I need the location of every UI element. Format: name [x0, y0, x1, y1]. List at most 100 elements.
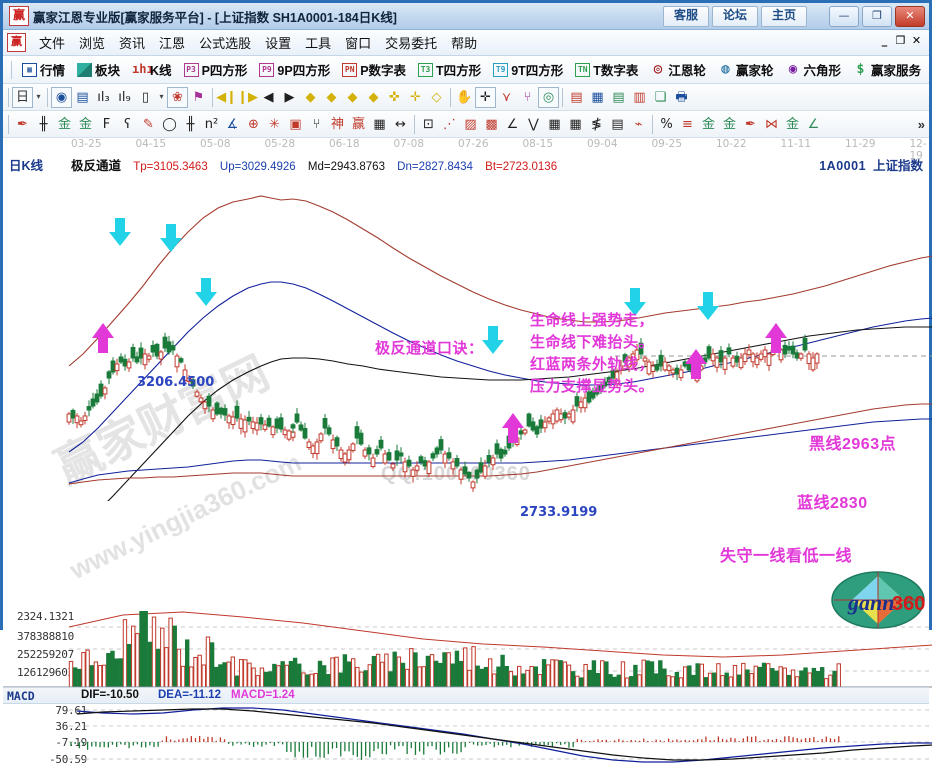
- gann-tool-icon[interactable]: ❀: [167, 86, 188, 108]
- report-icon[interactable]: ▤: [76, 89, 89, 105]
- nav-item-pn-table[interactable]: PN P数字表: [336, 60, 412, 79]
- nav-item-blocks[interactable]: ▚板块: [71, 60, 126, 79]
- overlay-icon[interactable]: ◉: [51, 86, 72, 108]
- nav-item-p9-square[interactable]: P9 9P四方形: [253, 60, 336, 79]
- brain-icon[interactable]: ◎: [538, 86, 559, 108]
- forum-button[interactable]: 论坛: [712, 6, 758, 27]
- ying-icon[interactable]: 赢: [351, 116, 365, 132]
- maximize-button[interactable]: ❐: [862, 6, 892, 27]
- calculator-icon[interactable]: ▦: [591, 89, 604, 105]
- period-select-icon[interactable]: 日: [12, 86, 33, 108]
- target-circle-icon[interactable]: ⊕: [248, 116, 259, 132]
- menu-item-news[interactable]: 资讯: [119, 36, 146, 51]
- menu-item-tools[interactable]: 工具: [305, 36, 332, 51]
- marker-pen-icon[interactable]: ✎: [143, 116, 154, 132]
- fan-lines-icon[interactable]: ⋰: [443, 116, 456, 132]
- nav-item-tn-table[interactable]: TN T数字表: [569, 60, 644, 79]
- calendar-icon[interactable]: ▤: [570, 89, 583, 105]
- grid-lines-icon[interactable]: ╫: [39, 116, 48, 132]
- angle-tool-icon[interactable]: ∡: [226, 116, 239, 132]
- cross-level-icon[interactable]: ⋈: [765, 116, 778, 132]
- percent-icon[interactable]: %: [660, 116, 673, 132]
- gold-circle-icon[interactable]: 金: [701, 116, 715, 132]
- shen-icon[interactable]: 神: [330, 116, 344, 132]
- macd-chart-canvas[interactable]: [3, 704, 932, 770]
- close-button[interactable]: ✕: [895, 6, 925, 27]
- gold-band-icon[interactable]: 金: [785, 116, 799, 132]
- homepage-button[interactable]: 主页: [761, 6, 807, 27]
- save-icon[interactable]: ▥: [633, 89, 646, 105]
- grid-tool-icon[interactable]: ╫: [186, 116, 195, 132]
- zoom-expand-icon[interactable]: ✜: [389, 89, 400, 105]
- menu-item-window[interactable]: 窗口: [345, 36, 372, 51]
- percent-fan-icon[interactable]: ⌁: [634, 116, 643, 132]
- column-width-icon[interactable]: ▯: [141, 89, 150, 105]
- draw-fan-icon[interactable]: ⑂: [523, 89, 532, 105]
- draw-line-icon[interactable]: ⋎: [501, 89, 512, 105]
- fit-screen-icon[interactable]: ✛: [410, 89, 421, 105]
- trend-line-icon[interactable]: ∠: [506, 116, 519, 132]
- column-dropdown-caret[interactable]: ▾: [159, 92, 164, 101]
- indicator-3-icon[interactable]: ıl₃: [97, 89, 110, 105]
- zoom-horizontal-icon[interactable]: ◆: [347, 89, 358, 105]
- nav-item-dollar-service[interactable]: $ 赢家服务: [847, 60, 927, 79]
- angle-level-icon[interactable]: ∠: [807, 116, 820, 132]
- spiral-icon[interactable]: ʕ: [124, 116, 131, 132]
- f-scale-icon[interactable]: F: [102, 116, 111, 132]
- nav-item-gann-wheel[interactable]: ◎ 江恩轮: [644, 60, 712, 79]
- mdi-close-button[interactable]: ✕: [911, 34, 922, 47]
- quote-mark-icon[interactable]: ⑂: [312, 116, 321, 132]
- nav-item-grid-quote[interactable]: ▦ 行情: [16, 60, 71, 79]
- gold-ratio-1-icon[interactable]: 金: [57, 116, 71, 132]
- menu-item-formula-screen[interactable]: 公式选股: [199, 36, 252, 51]
- menu-item-browse[interactable]: 浏览: [79, 36, 106, 51]
- nav-item-candlestick[interactable]: ıhı K线: [126, 60, 178, 79]
- menu-item-trade[interactable]: 交易委托: [385, 36, 438, 51]
- customer-service-button[interactable]: 客服: [663, 6, 709, 27]
- last-page-icon[interactable]: ❙▶: [237, 89, 258, 105]
- percent-level-icon[interactable]: ≡: [682, 116, 693, 132]
- scroll-left-icon[interactable]: ◆: [305, 89, 316, 105]
- nav-item-t9-square[interactable]: T9 9T四方形: [487, 60, 569, 79]
- circle-tool-icon[interactable]: ◯: [162, 116, 177, 132]
- nav-item-winner-wheel[interactable]: ◍ 赢家轮: [712, 60, 780, 79]
- zoom-compress-icon[interactable]: ◆: [368, 89, 379, 105]
- menu-item-help[interactable]: 帮助: [451, 36, 478, 51]
- pen-draw-icon[interactable]: ✒: [17, 116, 28, 132]
- nav-item-p3-square[interactable]: P3 P四方形: [178, 60, 254, 79]
- nav-item-t3-square[interactable]: T3 T四方形: [412, 60, 487, 79]
- toolbar-overflow-button[interactable]: »: [917, 116, 925, 132]
- n2-scale-icon[interactable]: n²: [204, 116, 219, 132]
- mesh-grid-icon[interactable]: ▦: [548, 116, 561, 132]
- notes-icon[interactable]: ▤: [612, 89, 625, 105]
- price-chart-canvas[interactable]: [3, 166, 932, 501]
- crosshair-icon[interactable]: ✛: [475, 86, 496, 108]
- first-page-icon[interactable]: ◀❙: [216, 89, 237, 105]
- print-icon[interactable]: 🖶: [675, 89, 688, 105]
- shade-box-icon[interactable]: ▩: [485, 116, 498, 132]
- nav-item-hexagon[interactable]: ◉ 六角形: [779, 60, 847, 79]
- ladder-icon[interactable]: ▤: [611, 116, 624, 132]
- gold-level-icon[interactable]: 金: [722, 116, 736, 132]
- period-dropdown-caret[interactable]: ▾: [36, 92, 41, 101]
- gann360-logo[interactable]: gann 360: [830, 570, 926, 630]
- span-measure-icon[interactable]: ↔: [395, 116, 406, 132]
- gold-ratio-2-icon[interactable]: 金: [78, 116, 92, 132]
- flag-icon[interactable]: ⚑: [192, 89, 205, 105]
- mesh-grid-2-icon[interactable]: ▦: [569, 116, 582, 132]
- pen-level-icon[interactable]: ✒: [745, 116, 756, 132]
- numbered-grid-icon[interactable]: ▦: [373, 116, 386, 132]
- minimize-button[interactable]: —: [829, 6, 859, 27]
- menu-item-settings[interactable]: 设置: [265, 36, 292, 51]
- fan-box-icon[interactable]: ▨: [464, 116, 477, 132]
- rays-icon[interactable]: ≸: [591, 116, 602, 132]
- menu-item-gann[interactable]: 江恩: [159, 36, 186, 51]
- zigzag-icon[interactable]: ⋁: [528, 116, 539, 132]
- mdi-restore-button[interactable]: ❐: [895, 34, 906, 47]
- indicator-9-icon[interactable]: ıl₉: [118, 89, 131, 105]
- copy-icon[interactable]: ❏: [654, 89, 667, 105]
- menu-item-file[interactable]: 文件: [39, 36, 66, 51]
- volume-chart-canvas[interactable]: [3, 611, 932, 691]
- step-back-icon[interactable]: ◀: [263, 89, 274, 105]
- mdi-minimize-button[interactable]: _: [881, 34, 888, 47]
